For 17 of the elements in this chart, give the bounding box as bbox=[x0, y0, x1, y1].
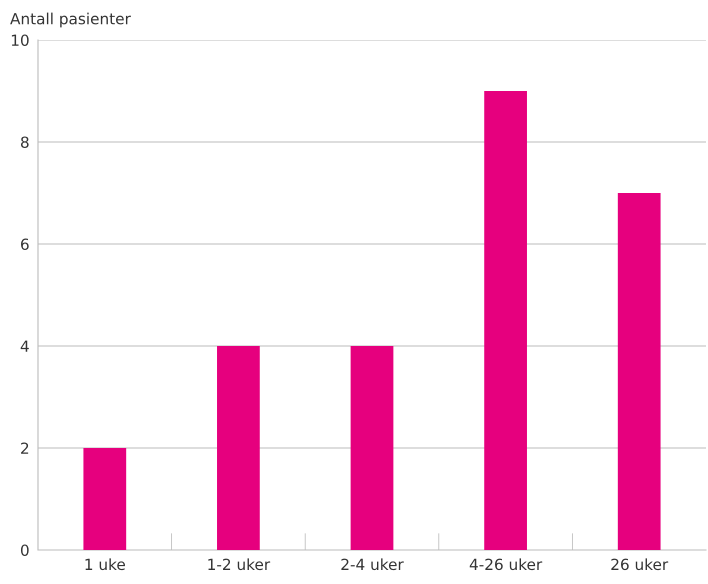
x-tick-label: 1-2 uker bbox=[208, 558, 270, 570]
x-tick-label: 2-4 uker bbox=[341, 558, 404, 570]
y-tick-label: 0 bbox=[20, 544, 29, 556]
x-tick-label: 4-26 uker bbox=[470, 558, 542, 570]
y-tick-label: 2 bbox=[21, 442, 28, 454]
bar bbox=[83, 448, 126, 550]
x-tick-label: 26 uker bbox=[611, 558, 668, 570]
y-tick-label: 4 bbox=[20, 340, 29, 352]
bar bbox=[618, 193, 661, 550]
y-tick-label: 8 bbox=[20, 136, 29, 148]
bar bbox=[350, 346, 394, 550]
bar bbox=[484, 91, 527, 550]
x-tick-label: 1 uke bbox=[86, 558, 125, 570]
y-tick-label: 6 bbox=[21, 238, 29, 250]
y-tick-label: 10 bbox=[12, 34, 29, 46]
bar bbox=[217, 346, 260, 550]
y-axis-title: Antall pasienter bbox=[10, 12, 131, 28]
